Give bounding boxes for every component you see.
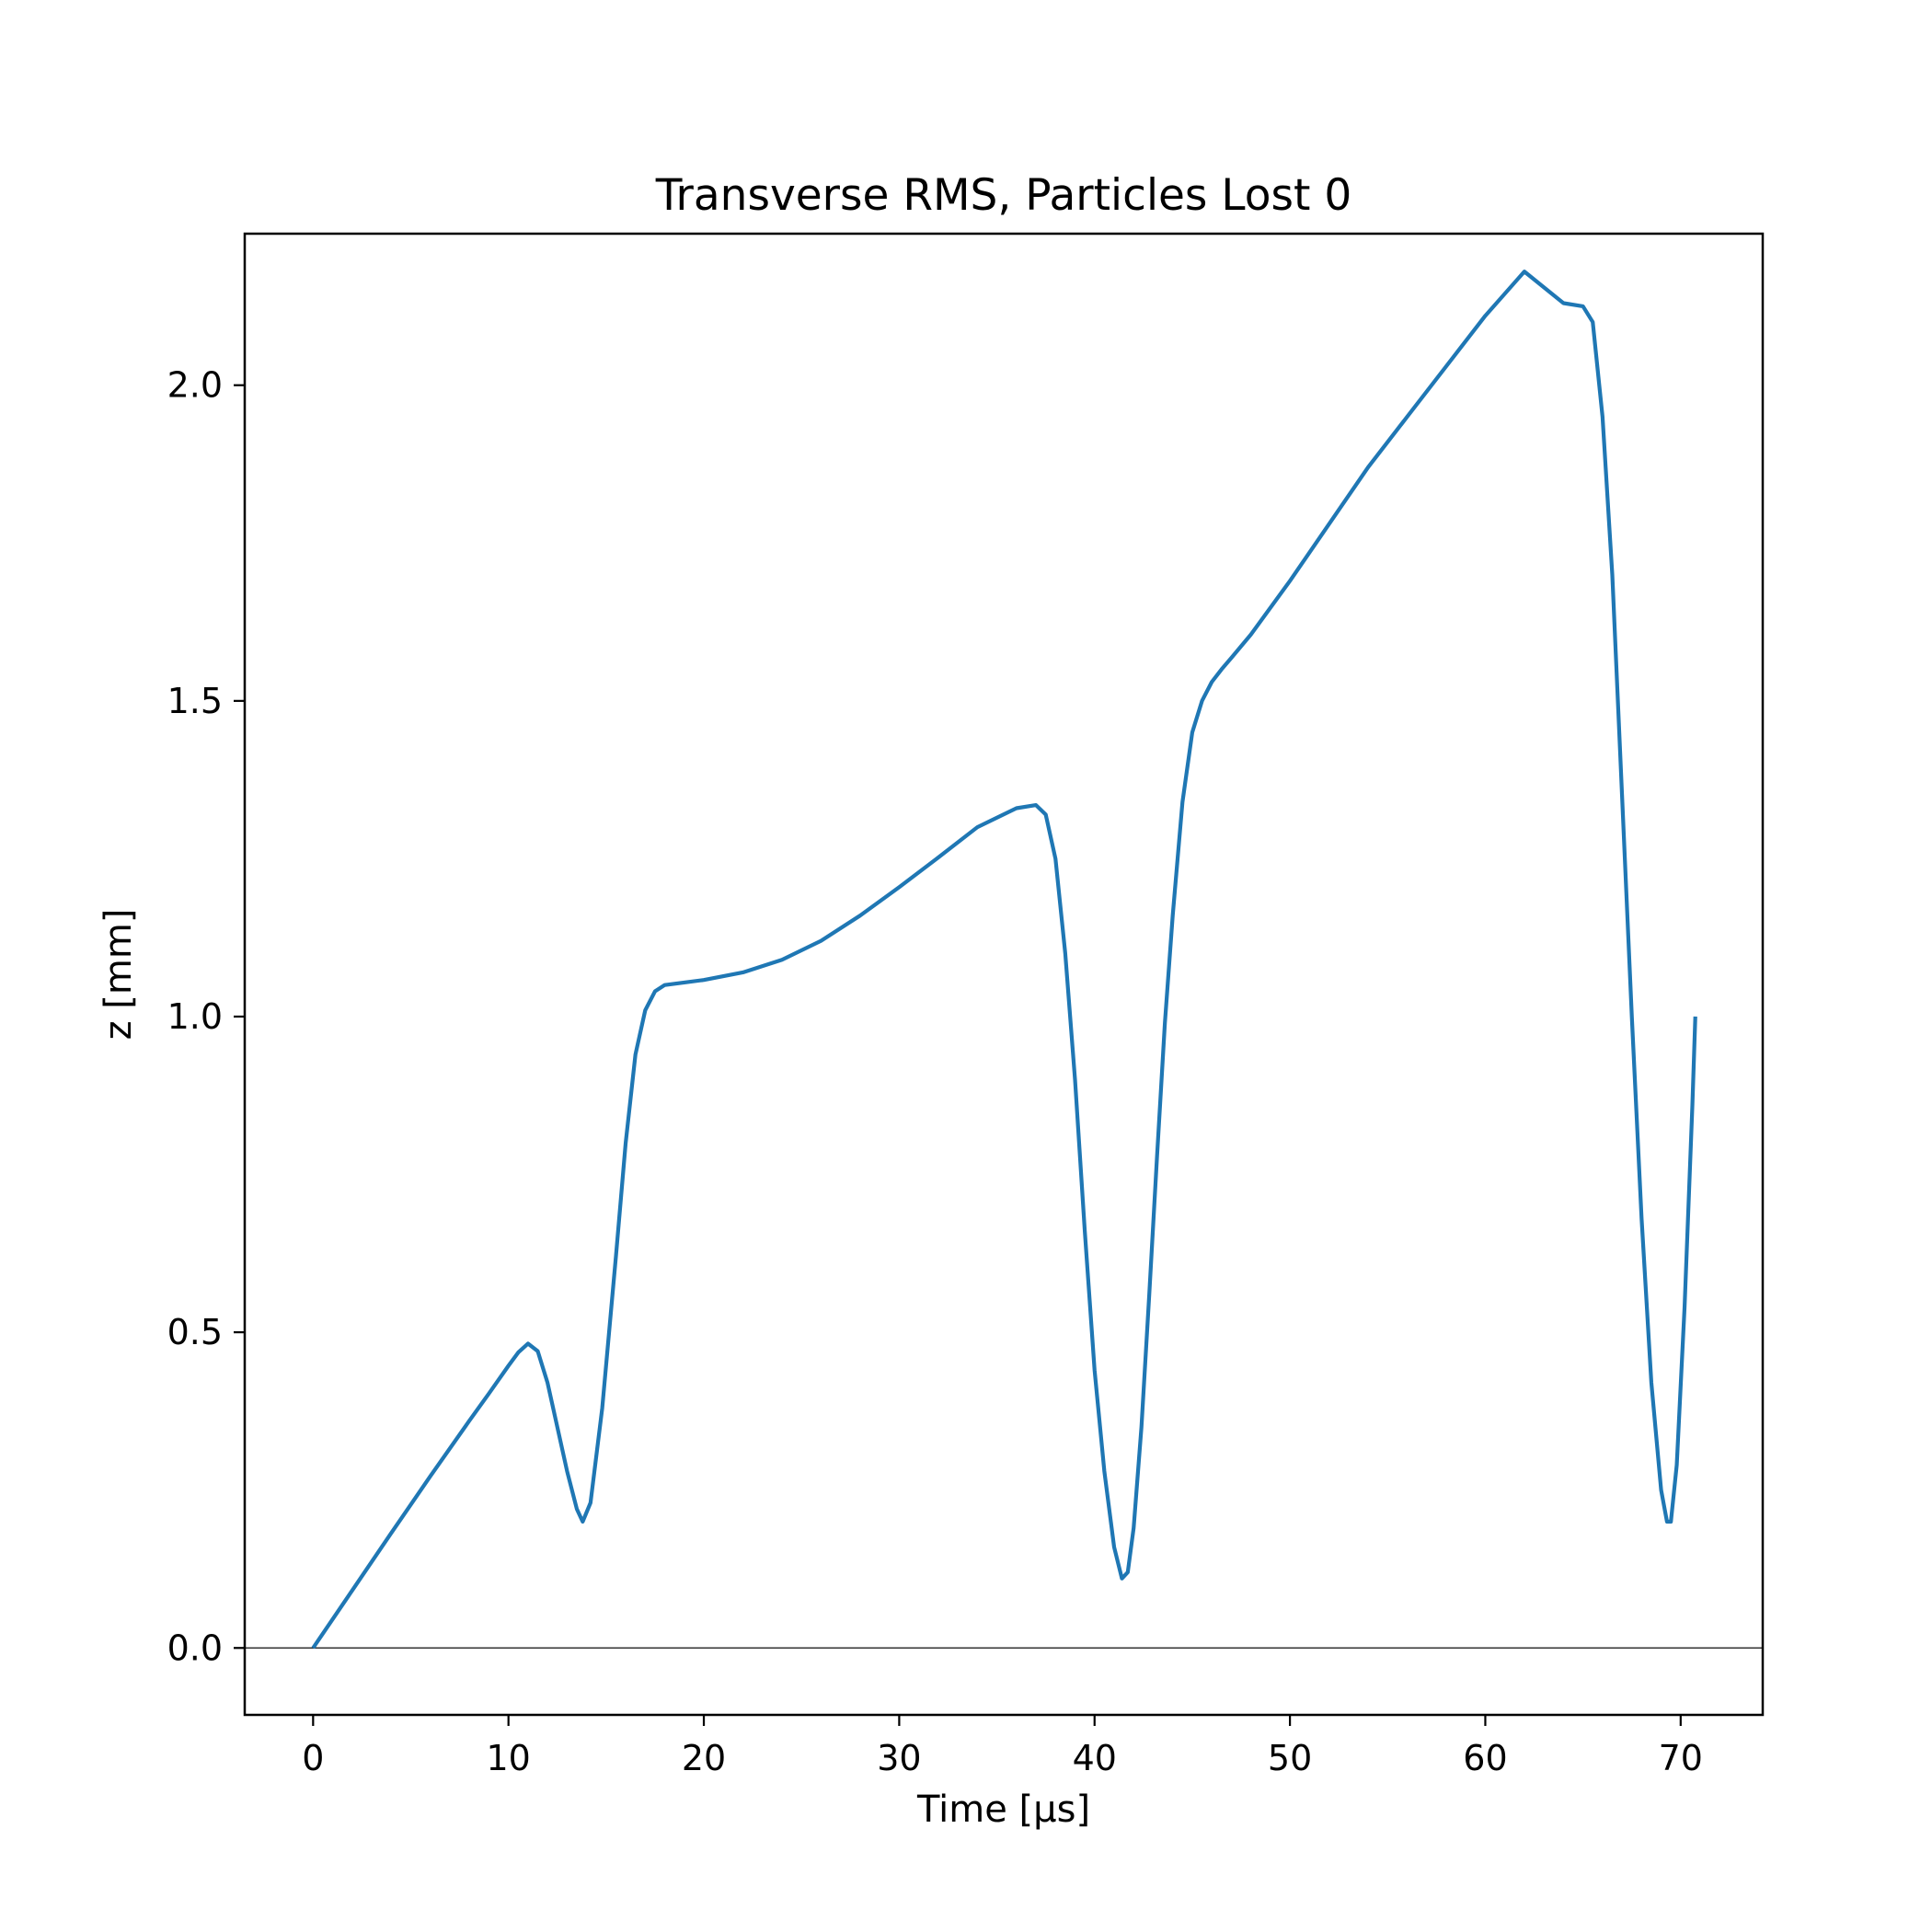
plot-frame [243, 232, 1765, 1717]
x-tick-label: 70 [1659, 1738, 1703, 1778]
x-axis: 0 10 20 30 40 50 60 70 [302, 1715, 1703, 1778]
y-tick-label: 0.5 [167, 1312, 223, 1352]
chart-title: Transverse RMS, Particles Lost 0 [655, 170, 1351, 221]
y-tick-label: 1.5 [167, 681, 223, 721]
y-tick-label: 0.0 [167, 1627, 223, 1668]
plot-background [245, 234, 1763, 1715]
x-tick-label: 50 [1268, 1738, 1312, 1778]
x-tick-label: 10 [486, 1738, 530, 1778]
y-tick-label: 2.0 [167, 365, 223, 406]
x-tick-label: 40 [1073, 1738, 1117, 1778]
plot-area [243, 232, 1765, 1717]
series-line-1 [311, 270, 1697, 1650]
x-tick-label: 30 [877, 1738, 921, 1778]
x-tick-label: 60 [1463, 1738, 1507, 1778]
x-tick-label: 20 [682, 1738, 726, 1778]
y-tick-label: 1.0 [167, 996, 223, 1037]
x-axis-label: Time [μs] [916, 1788, 1090, 1831]
x-tick-label: 0 [302, 1738, 324, 1778]
series-layer [311, 270, 1697, 1650]
y-axis-label: z [mm] [98, 909, 140, 1041]
y-axis: 0.0 0.5 1.0 1.5 2.0 [167, 365, 245, 1668]
